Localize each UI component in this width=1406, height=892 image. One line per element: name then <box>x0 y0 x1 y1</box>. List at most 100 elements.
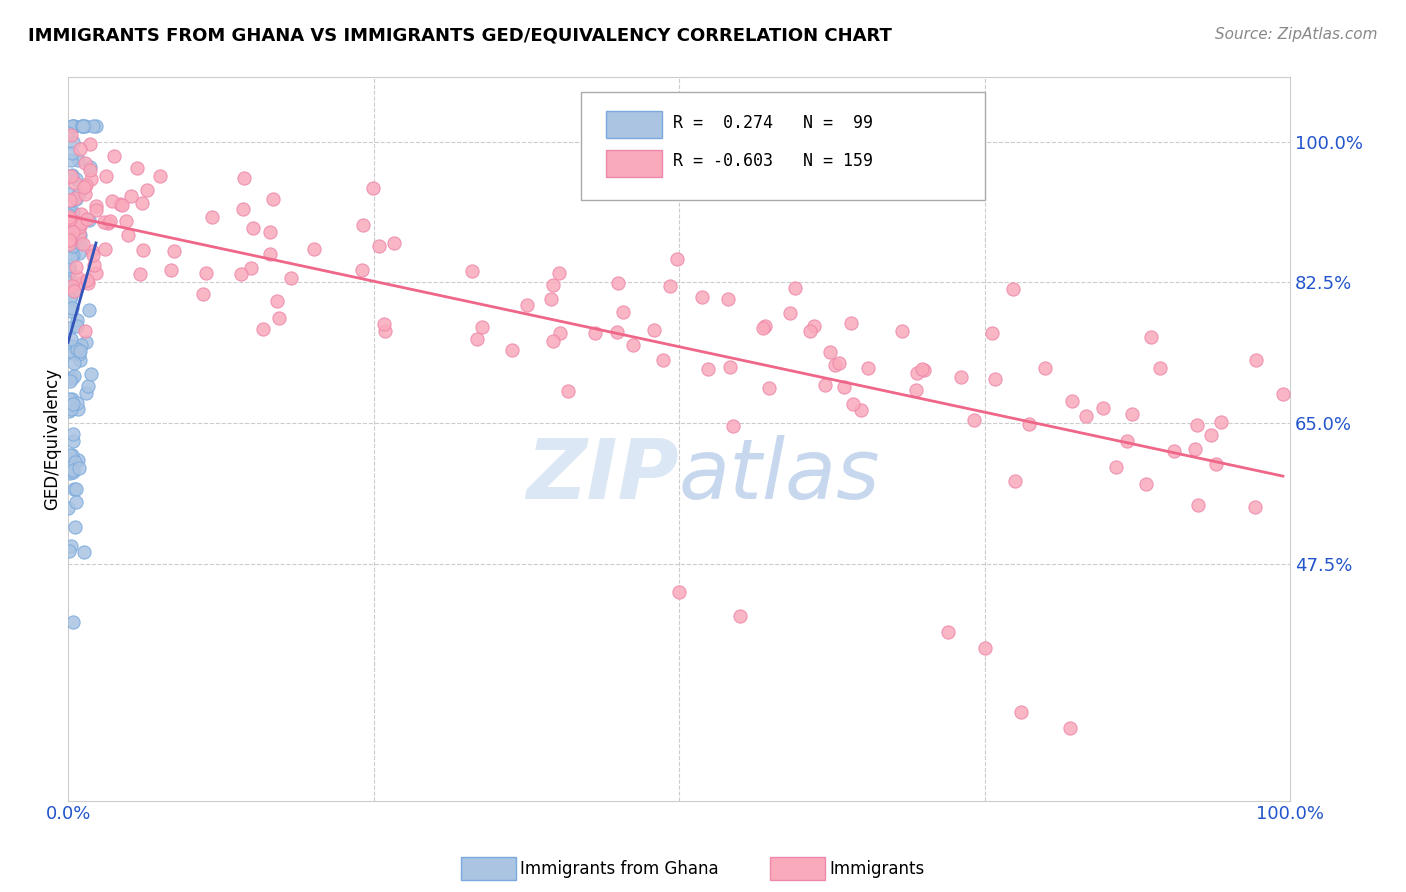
Point <box>67 347 90 361</box>
Point <box>58 275 80 289</box>
Point <box>62 145 84 160</box>
Point <box>1135 477 1157 491</box>
Text: atlas: atlas <box>679 434 880 516</box>
Point <box>1010 705 1032 719</box>
Point <box>1004 474 1026 488</box>
Point <box>58 300 80 314</box>
Point <box>65 215 87 229</box>
Point <box>1187 498 1209 512</box>
Point <box>62 346 84 360</box>
Point <box>785 281 807 295</box>
Point <box>84 267 107 281</box>
Point <box>59 402 82 417</box>
Point <box>59 371 82 385</box>
Point <box>62 434 84 448</box>
Point <box>65 191 87 205</box>
Point <box>547 266 569 280</box>
Point <box>1149 361 1171 376</box>
Point <box>93 215 115 229</box>
Point <box>828 356 851 370</box>
Point <box>373 318 395 332</box>
Point <box>728 608 751 623</box>
Point <box>717 292 740 306</box>
Point <box>66 153 89 168</box>
Point <box>824 358 846 372</box>
Point <box>110 196 132 211</box>
Point <box>75 178 97 193</box>
Point <box>75 119 97 133</box>
Point <box>60 301 83 315</box>
Point <box>62 465 84 479</box>
Point <box>86 202 108 217</box>
Point <box>60 279 83 293</box>
Point <box>82 248 104 262</box>
Point <box>62 427 84 442</box>
Point <box>67 453 90 467</box>
Point <box>58 233 80 247</box>
Point <box>69 219 91 234</box>
Point <box>242 220 264 235</box>
Point <box>94 169 117 183</box>
Point <box>606 326 628 340</box>
Point <box>62 463 84 477</box>
Point <box>832 380 855 394</box>
Point <box>374 325 396 339</box>
Point <box>59 264 82 278</box>
Point <box>58 213 80 227</box>
Point <box>1105 460 1128 475</box>
Point <box>128 267 150 281</box>
Point <box>752 321 775 335</box>
Point <box>65 494 87 508</box>
Point <box>1121 408 1143 422</box>
Point <box>60 206 83 220</box>
Point <box>690 290 713 304</box>
Point <box>72 119 94 133</box>
Point <box>73 179 96 194</box>
Point <box>540 292 562 306</box>
Point <box>361 181 384 195</box>
Point <box>77 276 100 290</box>
Point <box>77 303 100 318</box>
Point <box>127 161 149 175</box>
Point <box>252 322 274 336</box>
Point <box>62 225 84 239</box>
Text: Source: ZipAtlas.com: Source: ZipAtlas.com <box>1215 27 1378 42</box>
Point <box>70 206 93 220</box>
Point <box>84 119 107 133</box>
Point <box>80 172 103 186</box>
Point <box>160 262 183 277</box>
Point <box>62 119 84 133</box>
Point <box>60 539 83 553</box>
Point <box>59 250 82 264</box>
Point <box>543 277 565 292</box>
Point <box>76 211 98 226</box>
Y-axis label: GED/Equivalency: GED/Equivalency <box>44 368 60 510</box>
Point <box>65 280 87 294</box>
Point <box>607 276 630 290</box>
Point <box>63 119 86 133</box>
Point <box>803 318 825 333</box>
Text: Immigrants from Ghana: Immigrants from Ghana <box>520 860 718 878</box>
Point <box>59 225 82 239</box>
Point <box>60 168 83 182</box>
Point <box>58 260 80 275</box>
Point <box>352 218 374 232</box>
Point <box>62 204 84 219</box>
Point <box>58 208 80 222</box>
Point <box>1163 443 1185 458</box>
Point <box>723 419 745 434</box>
Point <box>65 482 87 496</box>
Text: R =  0.274   N =  99: R = 0.274 N = 99 <box>673 114 873 132</box>
Point <box>58 236 80 251</box>
Point <box>1211 415 1233 429</box>
Point <box>501 343 523 357</box>
Point <box>79 137 101 152</box>
Text: ZIP: ZIP <box>526 434 679 516</box>
Text: IMMIGRANTS FROM GHANA VS IMMIGRANTS GED/EQUIVALENCY CORRELATION CHART: IMMIGRANTS FROM GHANA VS IMMIGRANTS GED/… <box>28 27 891 45</box>
Point <box>97 216 120 230</box>
Point <box>62 397 84 411</box>
Point <box>191 287 214 301</box>
Point <box>66 269 89 284</box>
Point <box>58 403 80 417</box>
FancyBboxPatch shape <box>581 92 984 201</box>
